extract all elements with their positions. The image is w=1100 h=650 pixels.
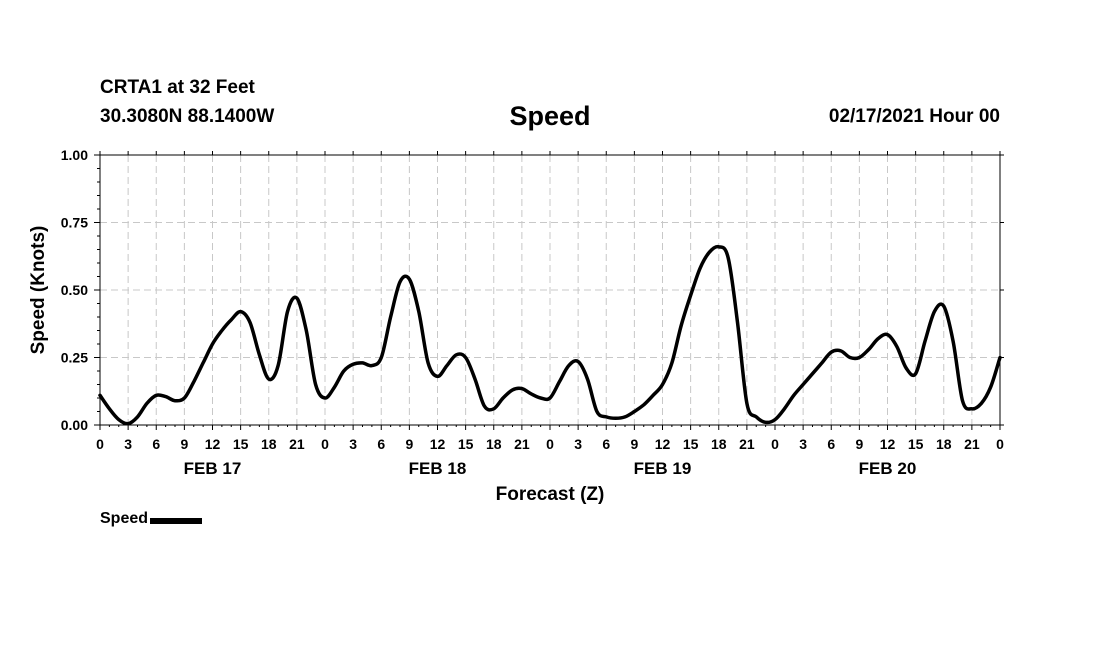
series-group — [98, 244, 1002, 426]
x-tick-label: 18 — [261, 436, 277, 452]
y-tick-label: 1.00 — [61, 147, 88, 163]
y-tick-label: 0.00 — [61, 417, 88, 433]
x-tick-label: 3 — [799, 436, 807, 452]
day-label: FEB 17 — [184, 459, 242, 478]
x-tick-label: 21 — [739, 436, 755, 452]
x-tick-label: 12 — [880, 436, 896, 452]
x-tick-label: 3 — [574, 436, 582, 452]
x-tick-label: 0 — [771, 436, 779, 452]
x-tick-label: 9 — [630, 436, 638, 452]
x-tick-label: 15 — [233, 436, 249, 452]
x-tick-label: 3 — [124, 436, 132, 452]
x-tick-label: 3 — [349, 436, 357, 452]
grid-lines — [100, 155, 1000, 425]
x-tick-label: 6 — [377, 436, 385, 452]
legend-swatch — [150, 518, 203, 524]
x-tick-label: 9 — [855, 436, 863, 452]
station-label: CRTA1 at 32 Feet — [100, 77, 255, 98]
x-tick-label: 12 — [430, 436, 446, 452]
x-tick-label: 0 — [546, 436, 554, 452]
x-tick-label: 15 — [908, 436, 924, 452]
day-label: FEB 19 — [634, 459, 692, 478]
y-tick-label: 0.75 — [61, 215, 88, 231]
chart-title: Speed — [509, 101, 591, 131]
x-axis-title: Forecast (Z) — [496, 484, 605, 505]
x-tick-label: 6 — [152, 436, 160, 452]
x-tick-label: 0 — [996, 436, 1004, 452]
x-tick-label: 12 — [205, 436, 221, 452]
y-axis-title: Speed (Knots) — [28, 226, 49, 355]
x-tick-label: 0 — [96, 436, 104, 452]
x-tick-label: 15 — [683, 436, 699, 452]
x-tick-label: 9 — [180, 436, 188, 452]
x-tick-label: 18 — [486, 436, 502, 452]
x-tick-label: 21 — [289, 436, 305, 452]
axis-labels: 0 3 6 9 12 15 18 21 0 3 6 9 12 15 18 21 0 3 6 9 12 15 18 21 0 3 6 9… — [61, 147, 1004, 478]
x-tick-label: 21 — [964, 436, 980, 452]
forecast-datetime: 02/17/2021 Hour 00 — [828, 106, 1000, 127]
day-label: FEB 18 — [409, 459, 467, 478]
x-tick-label: 18 — [711, 436, 727, 452]
plot-frame — [99, 154, 1001, 426]
legend-label: Speed — [100, 510, 149, 527]
x-tick-label: 15 — [458, 436, 474, 452]
x-tick-label: 0 — [321, 436, 329, 452]
x-tick-label: 9 — [405, 436, 413, 452]
axis-ticks — [94, 151, 1004, 430]
y-tick-label: 0.50 — [61, 282, 88, 298]
x-tick-label: 18 — [936, 436, 952, 452]
x-tick-label: 21 — [514, 436, 530, 452]
y-tick-label: 0.25 — [61, 350, 88, 366]
day-label: FEB 20 — [859, 459, 917, 478]
x-tick-label: 6 — [827, 436, 835, 452]
x-tick-label: 12 — [655, 436, 671, 452]
coordinates-label: 30.3080N 88.1400W — [100, 106, 275, 127]
series-line-speed — [98, 244, 1002, 426]
x-tick-label: 6 — [602, 436, 610, 452]
legend: Speed — [100, 509, 203, 529]
